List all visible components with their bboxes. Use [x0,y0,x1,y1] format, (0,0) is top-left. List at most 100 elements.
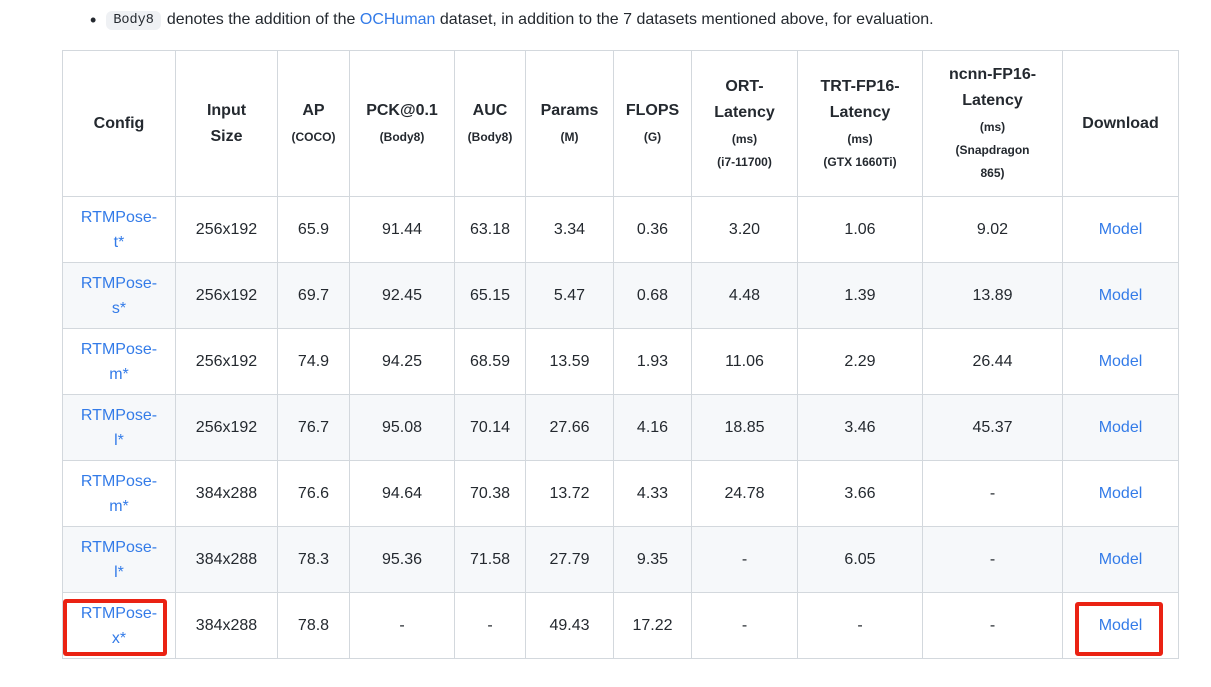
table-row: RTMPose-l* 256x192 76.7 95.08 70.14 27.66 4.16… [62,394,1179,461]
col-header-params: Params (M) [525,50,614,197]
cell-value: 65.15 [454,262,526,329]
table-row: RTMPose-s* 256x192 69.7 92.45 65.15 5.47 0.68 4… [62,262,1179,329]
cell-download: Model [1062,592,1179,659]
config-link[interactable]: RTMPose-l* [80,406,158,449]
bullet-marker: • [90,10,97,30]
cell-value: - [797,592,923,659]
cell-config: RTMPose-m* [62,328,176,395]
cell-value: 2.29 [797,328,923,395]
col-header-label: Download [1082,114,1159,132]
cell-value: 94.64 [349,460,455,527]
cell-config: RTMPose-l* [62,394,176,461]
cell-value: 256x192 [175,394,278,461]
table-row: RTMPose-t* 256x192 65.9 91.44 63.18 3.34 0.36 3… [62,196,1179,263]
config-link[interactable]: RTMPose-m* [80,340,158,383]
cell-download: Model [1062,394,1179,461]
config-link[interactable]: RTMPose-m* [80,472,158,515]
col-header-label: TRT-FP16- Latency [820,77,900,121]
cell-value: 1.93 [613,328,692,395]
cell-value: 68.59 [454,328,526,395]
cell-value: - [454,592,526,659]
cell-value: 70.14 [454,394,526,461]
config-link[interactable]: RTMPose-x* [80,604,158,647]
config-link[interactable]: RTMPose-s* [80,274,158,317]
cell-value: 13.72 [525,460,614,527]
cell-value: 76.7 [277,394,350,461]
cell-value: 92.45 [349,262,455,329]
table-row: RTMPose-l* 384x288 78.3 95.36 71.58 27.79 9.35… [62,526,1179,593]
note-text-before: denotes the addition of the [166,11,360,28]
cell-value: 256x192 [175,196,278,263]
note-text-after: dataset, in addition to the 7 datasets m… [435,11,934,28]
model-download-link[interactable]: Model [1098,221,1143,238]
cell-value: 76.6 [277,460,350,527]
cell-value: 24.78 [691,460,798,527]
table-row: RTMPose-x* 384x288 78.8- -49.43 17.22- - - Mode… [62,592,1179,659]
cell-value: 78.3 [277,526,350,593]
cell-value: 18.85 [691,394,798,461]
model-download-link[interactable]: Model [1098,419,1143,436]
cell-value: 384x288 [175,460,278,527]
cell-value: 69.7 [277,262,350,329]
table-row: RTMPose-m* 384x288 76.6 94.64 70.38 13.72 4.33… [62,460,1179,527]
cell-value: 91.44 [349,196,455,263]
cell-value: 4.48 [691,262,798,329]
cell-download: Model [1062,262,1179,329]
cell-value: - [922,526,1063,593]
cell-value: 3.20 [691,196,798,263]
ochuman-link[interactable]: OCHuman [359,11,436,28]
cell-download: Model [1062,526,1179,593]
cell-config: RTMPose-l* [62,526,176,593]
cell-value: - [922,592,1063,659]
cell-value: 74.9 [277,328,350,395]
cell-value: 13.59 [525,328,614,395]
col-header-label: ORT- Latency [714,77,775,121]
cell-config: RTMPose-t* [62,196,176,263]
col-header-config: Config [62,50,176,197]
cell-value: 63.18 [454,196,526,263]
cell-value: 27.66 [525,394,614,461]
cell-value: 65.9 [277,196,350,263]
model-download-link[interactable]: Model [1098,353,1143,370]
col-header-ort: ORT- Latency (ms) (i7-11700) [691,50,798,197]
cell-config: RTMPose-m* [62,460,176,527]
cell-value: 94.25 [349,328,455,395]
cell-value: 13.89 [922,262,1063,329]
model-download-link[interactable]: Model [1098,287,1143,304]
col-header-sublabel: (Body8) [467,130,513,144]
cell-value: 6.05 [797,526,923,593]
cell-config: RTMPose-x* [62,592,176,659]
code-badge-body8: Body8 [106,10,161,30]
config-link[interactable]: RTMPose-l* [80,538,158,581]
cell-value: 27.79 [525,526,614,593]
table-header-row: Config Input Size AP (COCO) PCK@0.1 (Body8) AUC… [62,50,1179,197]
col-header-ap: AP (COCO) [277,50,350,197]
config-link[interactable]: RTMPose-t* [80,208,158,251]
col-header-sublabel: (Body8) [379,130,425,144]
col-header-download: Download [1062,50,1179,197]
col-header-label: PCK@0.1 [366,102,438,119]
col-header-sublabel: (G) [643,130,662,144]
col-header-trt: TRT-FP16- Latency (ms) (GTX 1660Ti) [797,50,923,197]
cell-download: Model [1062,328,1179,395]
col-header-label: Config [93,114,145,132]
col-header-input: Input Size [175,50,278,197]
cell-value: - [691,526,798,593]
model-download-link[interactable]: Model [1098,617,1143,634]
cell-value: 384x288 [175,526,278,593]
model-download-link[interactable]: Model [1098,551,1143,568]
col-header-label: ncnn-FP16- Latency [948,66,1037,109]
cell-value: 1.06 [797,196,923,263]
cell-value: 9.02 [922,196,1063,263]
cell-value: 3.34 [525,196,614,263]
cell-download: Model [1062,196,1179,263]
col-header-sublabel: (COCO) [291,130,336,144]
benchmark-table-container: Config Input Size AP (COCO) PCK@0.1 (Body8) AUC… [62,50,1179,659]
col-header-sublabel: (M) [560,130,579,144]
cell-value: 4.16 [613,394,692,461]
cell-value: 45.37 [922,394,1063,461]
model-download-link[interactable]: Model [1098,485,1143,502]
col-header-sublabel: (ms) (GTX 1660Ti) [823,131,897,169]
cell-value: 3.66 [797,460,923,527]
note-bullet-item: • Body8 denotes the addition of the OCHu… [90,6,934,34]
